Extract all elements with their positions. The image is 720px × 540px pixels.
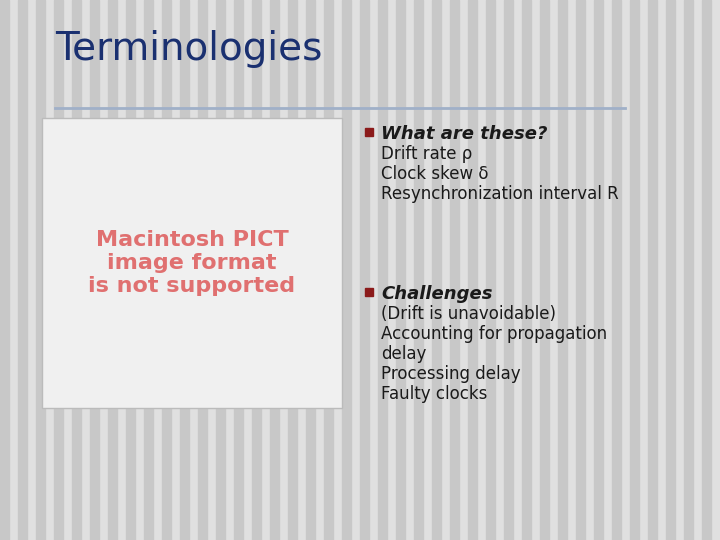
- Bar: [54, 0, 63, 540]
- Bar: [666, 0, 675, 540]
- Bar: [450, 0, 459, 540]
- Text: Processing delay: Processing delay: [381, 365, 521, 383]
- Bar: [0, 0, 9, 540]
- Bar: [72, 0, 81, 540]
- Bar: [612, 0, 621, 540]
- Text: delay: delay: [381, 345, 426, 363]
- Bar: [468, 0, 477, 540]
- Bar: [684, 0, 693, 540]
- Text: Macintosh PICT
image format
is not supported: Macintosh PICT image format is not suppo…: [89, 230, 296, 296]
- Bar: [198, 0, 207, 540]
- Bar: [324, 0, 333, 540]
- Text: What are these?: What are these?: [381, 125, 547, 143]
- Bar: [252, 0, 261, 540]
- Text: Accounting for propagation: Accounting for propagation: [381, 325, 607, 343]
- Bar: [630, 0, 639, 540]
- Bar: [504, 0, 513, 540]
- Bar: [365, 288, 373, 296]
- Text: Clock skew δ: Clock skew δ: [381, 165, 488, 183]
- Bar: [216, 0, 225, 540]
- Text: Faulty clocks: Faulty clocks: [381, 385, 487, 403]
- Bar: [90, 0, 99, 540]
- Bar: [486, 0, 495, 540]
- Bar: [306, 0, 315, 540]
- Bar: [270, 0, 279, 540]
- Bar: [365, 128, 373, 136]
- FancyBboxPatch shape: [42, 118, 342, 408]
- Text: Drift rate ρ: Drift rate ρ: [381, 145, 472, 163]
- Bar: [576, 0, 585, 540]
- Text: Challenges: Challenges: [381, 285, 492, 303]
- Bar: [522, 0, 531, 540]
- Bar: [414, 0, 423, 540]
- Bar: [342, 0, 351, 540]
- Bar: [36, 0, 45, 540]
- Bar: [18, 0, 27, 540]
- Bar: [180, 0, 189, 540]
- Bar: [108, 0, 117, 540]
- Bar: [396, 0, 405, 540]
- Text: (Drift is unavoidable): (Drift is unavoidable): [381, 305, 556, 323]
- Bar: [126, 0, 135, 540]
- Bar: [594, 0, 603, 540]
- Bar: [432, 0, 441, 540]
- Text: Resynchronization interval R: Resynchronization interval R: [381, 185, 618, 203]
- Bar: [378, 0, 387, 540]
- Text: Terminologies: Terminologies: [55, 30, 323, 68]
- Bar: [540, 0, 549, 540]
- Bar: [288, 0, 297, 540]
- Bar: [558, 0, 567, 540]
- Bar: [702, 0, 711, 540]
- Bar: [234, 0, 243, 540]
- Bar: [360, 0, 369, 540]
- Bar: [648, 0, 657, 540]
- Bar: [162, 0, 171, 540]
- Bar: [144, 0, 153, 540]
